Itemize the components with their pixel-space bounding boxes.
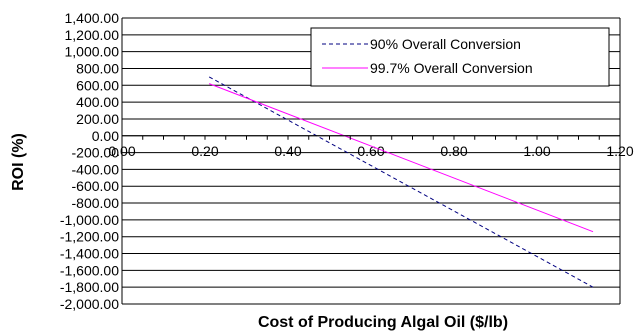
y-tick-label: -1,400.00 xyxy=(60,246,119,262)
x-tick-label: 0.60 xyxy=(357,143,384,159)
legend-label-99-7-percent: 99.7% Overall Conversion xyxy=(370,60,533,76)
x-tick-labels: 0.00 0.20 0.40 0.60 0.80 1.00 1.20 xyxy=(108,143,633,159)
y-tick-label: -800.00 xyxy=(72,195,120,211)
y-tick-label: -1,800.00 xyxy=(60,279,119,295)
x-tick-label: 0.80 xyxy=(440,143,467,159)
y-tick-label: -1,200.00 xyxy=(60,229,119,245)
y-tick-labels: 1,400.001,200.001,000.00800.00600.00400.… xyxy=(60,10,119,312)
y-tick-label: -1,000.00 xyxy=(60,212,119,228)
x-tick-label: 0.40 xyxy=(274,143,301,159)
axes xyxy=(121,18,621,304)
series-lines xyxy=(208,76,594,288)
legend-box xyxy=(310,27,610,87)
gridlines xyxy=(122,17,620,305)
y-tick-label: 600.00 xyxy=(76,77,119,93)
y-tick-label: 1,200.00 xyxy=(65,27,120,43)
series-line-1 xyxy=(208,83,594,233)
x-axis-title: Cost of Producing Algal Oil ($/lb) xyxy=(258,314,508,331)
y-tick-label: -1,600.00 xyxy=(60,262,119,278)
y-tick-label: -400.00 xyxy=(72,161,120,177)
series-line-0 xyxy=(208,76,594,288)
y-tick-label: 200.00 xyxy=(76,111,119,127)
y-tick-label: 0.00 xyxy=(92,128,119,144)
y-tick-label: -200.00 xyxy=(72,145,120,161)
legend: 90% Overall Conversion 99.7% Overall Con… xyxy=(310,27,610,87)
y-tick-label: -600.00 xyxy=(72,178,120,194)
y-tick-label: 400.00 xyxy=(76,94,119,110)
y-tick-label: 1,400.00 xyxy=(65,10,120,26)
legend-label-90-percent: 90% Overall Conversion xyxy=(370,36,521,52)
x-tick-label: 1.00 xyxy=(523,143,550,159)
x-tick-label: 0.20 xyxy=(191,143,218,159)
y-axis-title: ROI (%) xyxy=(10,133,27,191)
y-tick-label: -2,000.00 xyxy=(60,296,119,312)
y-tick-label: 800.00 xyxy=(76,60,119,76)
y-tick-label: 1,000.00 xyxy=(65,44,120,60)
